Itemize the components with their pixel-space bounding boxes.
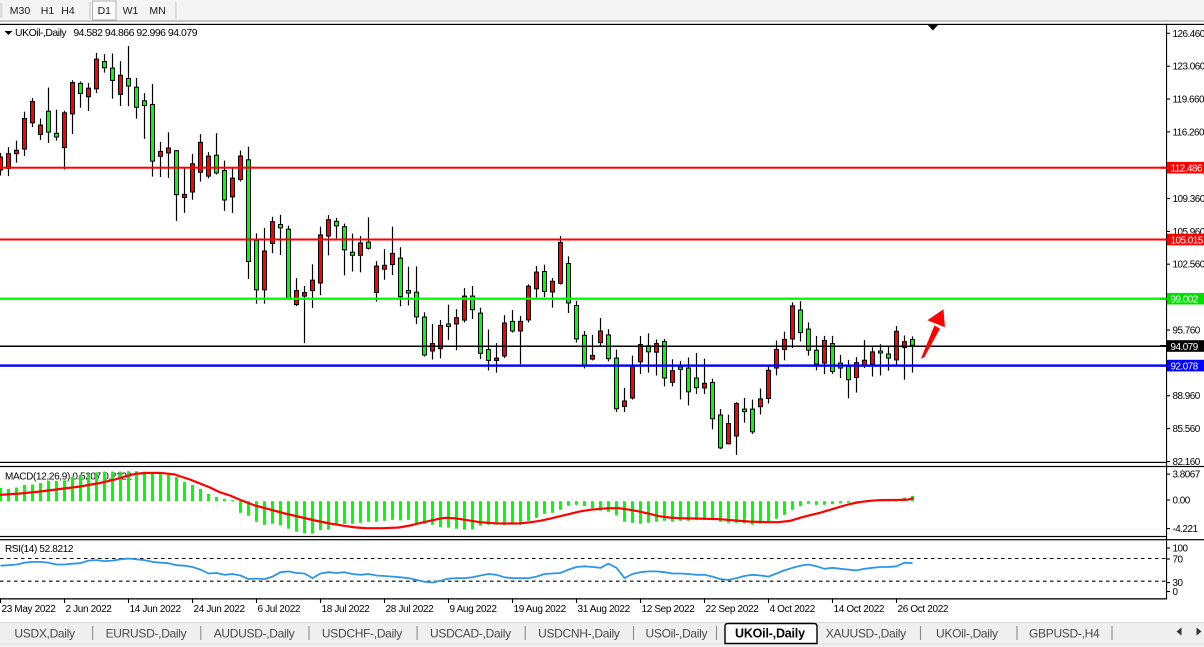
svg-text:4 Oct 2022: 4 Oct 2022 bbox=[770, 604, 816, 615]
svg-text:D1: D1 bbox=[98, 5, 112, 17]
svg-text:26 Oct 2022: 26 Oct 2022 bbox=[898, 604, 949, 615]
svg-text:USDCAD-,Daily: USDCAD-,Daily bbox=[430, 627, 511, 641]
svg-text:30: 30 bbox=[1173, 578, 1184, 589]
svg-text:UKOil-,Daily: UKOil-,Daily bbox=[936, 627, 998, 641]
svg-text:12 Sep 2022: 12 Sep 2022 bbox=[642, 604, 696, 615]
svg-text:123.060: 123.060 bbox=[1173, 62, 1204, 73]
svg-text:XAUUSD-,Daily: XAUUSD-,Daily bbox=[826, 627, 906, 641]
svg-text:102.560: 102.560 bbox=[1173, 260, 1204, 271]
svg-text:116.260: 116.260 bbox=[1173, 127, 1204, 138]
svg-text:14 Jun 2022: 14 Jun 2022 bbox=[130, 604, 182, 615]
svg-text:19 Aug 2022: 19 Aug 2022 bbox=[514, 604, 567, 615]
svg-text:UKOil-,Daily: UKOil-,Daily bbox=[735, 627, 805, 641]
svg-text:M30: M30 bbox=[10, 5, 31, 17]
svg-text:109.360: 109.360 bbox=[1173, 194, 1204, 205]
svg-text:31 Aug 2022: 31 Aug 2022 bbox=[578, 604, 631, 615]
svg-text:18 Jul 2022: 18 Jul 2022 bbox=[322, 604, 371, 615]
svg-text:70: 70 bbox=[1173, 555, 1184, 566]
svg-text:3.8067: 3.8067 bbox=[1173, 470, 1200, 481]
svg-text:88.960: 88.960 bbox=[1173, 391, 1201, 402]
svg-text:28 Jul 2022: 28 Jul 2022 bbox=[386, 604, 435, 615]
svg-text:-4.221: -4.221 bbox=[1173, 524, 1199, 535]
svg-text:23 May 2022: 23 May 2022 bbox=[2, 604, 57, 615]
svg-text:USDX,Daily: USDX,Daily bbox=[14, 627, 75, 641]
svg-text:USDCHF-,Daily: USDCHF-,Daily bbox=[322, 627, 402, 641]
svg-text:100: 100 bbox=[1173, 544, 1189, 555]
svg-text:112.486: 112.486 bbox=[1171, 164, 1203, 175]
svg-text:0: 0 bbox=[1173, 587, 1179, 598]
svg-text:W1: W1 bbox=[123, 5, 139, 17]
svg-text:6 Jul 2022: 6 Jul 2022 bbox=[258, 604, 301, 615]
svg-text:MN: MN bbox=[149, 5, 165, 17]
svg-text:0.00: 0.00 bbox=[1173, 496, 1191, 507]
svg-text:82.160: 82.160 bbox=[1173, 457, 1201, 468]
svg-text:USOil-,Daily: USOil-,Daily bbox=[646, 627, 708, 641]
svg-text:H4: H4 bbox=[61, 5, 75, 17]
svg-text:94.079: 94.079 bbox=[1171, 342, 1199, 353]
svg-text:105.960: 105.960 bbox=[1173, 227, 1204, 238]
svg-text:105.015: 105.015 bbox=[1171, 235, 1204, 246]
svg-text:119.660: 119.660 bbox=[1173, 95, 1204, 106]
svg-text:AUDUSD-,Daily: AUDUSD-,Daily bbox=[214, 627, 295, 641]
svg-text:USDCNH-,Daily: USDCNH-,Daily bbox=[538, 627, 620, 641]
svg-text:MACD(12,26,9) 0.5207 0.2122: MACD(12,26,9) 0.5207 0.2122 bbox=[5, 472, 133, 483]
svg-text:95.760: 95.760 bbox=[1173, 326, 1201, 337]
svg-text:9 Aug 2022: 9 Aug 2022 bbox=[450, 604, 498, 615]
svg-text:99.002: 99.002 bbox=[1171, 295, 1198, 306]
svg-text:UKOil-,Daily 94.582 94.866 92: UKOil-,Daily 94.582 94.866 92.996 94.079 bbox=[15, 27, 198, 39]
svg-text:GBPUSD-,H4: GBPUSD-,H4 bbox=[1029, 627, 1100, 641]
svg-text:14 Oct 2022: 14 Oct 2022 bbox=[834, 604, 885, 615]
svg-text:22 Sep 2022: 22 Sep 2022 bbox=[706, 604, 760, 615]
svg-text:EURUSD-,Daily: EURUSD-,Daily bbox=[106, 627, 187, 641]
svg-text:RSI(14) 52.8212: RSI(14) 52.8212 bbox=[5, 544, 74, 555]
svg-text:92.078: 92.078 bbox=[1171, 361, 1199, 372]
svg-text:85.560: 85.560 bbox=[1173, 424, 1201, 435]
svg-text:24 Jun 2022: 24 Jun 2022 bbox=[194, 604, 246, 615]
svg-text:126.460: 126.460 bbox=[1173, 29, 1204, 40]
svg-text:2 Jun 2022: 2 Jun 2022 bbox=[66, 604, 113, 615]
svg-text:H1: H1 bbox=[41, 5, 55, 17]
